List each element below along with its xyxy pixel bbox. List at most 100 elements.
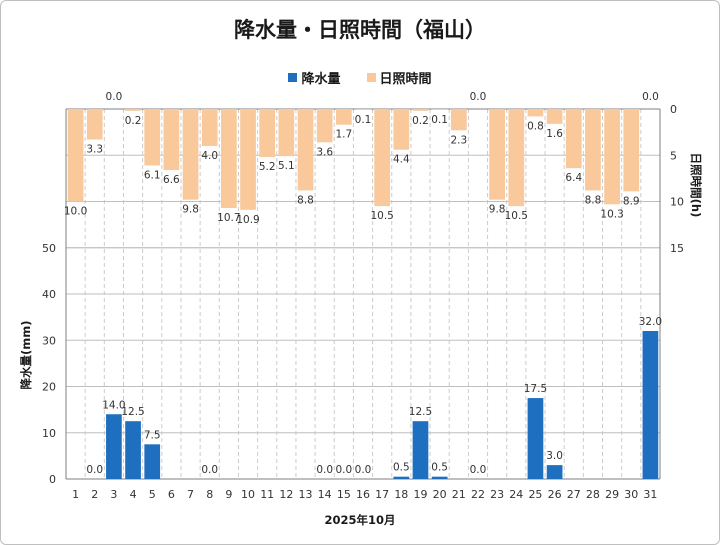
x-tick-label: 20 [433, 488, 447, 501]
sunshine-bar [221, 109, 237, 208]
y-tick-label-precip: 30 [42, 334, 56, 347]
sunshine-data-label: 4.4 [393, 154, 410, 166]
y-tick-label-sunshine: 5 [670, 149, 677, 162]
sunshine-bar [604, 109, 620, 205]
x-tick-label: 27 [567, 488, 581, 501]
sunshine-bar [278, 109, 295, 157]
precip-bar [642, 331, 659, 479]
precip-bar [431, 476, 448, 479]
x-tick-label: 17 [375, 488, 389, 501]
sunshine-data-label: 0.1 [431, 114, 448, 126]
x-tick-label: 4 [130, 488, 137, 501]
x-tick-label: 25 [528, 488, 542, 501]
sunshine-data-label: 0.0 [106, 91, 123, 103]
x-tick-label: 8 [206, 488, 213, 501]
x-tick-label: 22 [471, 488, 485, 501]
x-tick-label: 13 [299, 488, 313, 501]
sunshine-bar [623, 109, 640, 192]
x-tick-label: 15 [337, 488, 351, 501]
legend-swatch-precip [288, 73, 298, 82]
sunshine-bar [355, 109, 371, 110]
precip-data-label: 0.0 [470, 464, 487, 476]
sunshine-bar [335, 109, 352, 125]
sunshine-bar [125, 109, 141, 111]
x-tick-label: 30 [624, 488, 638, 501]
precip-bar [393, 476, 410, 479]
sunshine-bar [144, 109, 161, 166]
precip-data-label: 3.0 [546, 450, 563, 462]
x-tick-label: 7 [187, 488, 194, 501]
precip-bar [527, 398, 544, 479]
sunshine-data-label: 5.2 [259, 161, 276, 173]
precip-bar [412, 421, 429, 479]
x-tick-label: 6 [168, 488, 175, 501]
legend-swatch-sunshine [366, 73, 376, 82]
x-tick-label: 18 [394, 488, 408, 501]
precip-data-label: 0.0 [355, 464, 372, 476]
x-tick-label: 23 [490, 488, 504, 501]
x-tick-label: 24 [509, 488, 523, 501]
precip-data-label: 0.5 [431, 462, 448, 474]
sunshine-data-label: 10.3 [600, 208, 623, 220]
sunshine-data-label: 9.8 [489, 204, 506, 216]
y-tick-label-precip: 20 [42, 381, 56, 394]
legend-item-precip: 降水量 [288, 68, 341, 87]
y-tick-label-sunshine: 0 [670, 103, 677, 116]
precip-data-label: 12.5 [121, 406, 144, 418]
x-tick-label: 16 [356, 488, 370, 501]
sunshine-data-label: 0.2 [412, 115, 429, 127]
sunshine-bar [489, 109, 505, 200]
sunshine-data-label: 10.7 [217, 212, 240, 224]
sunshine-data-label: 0.0 [642, 91, 659, 103]
x-tick-label: 19 [413, 488, 427, 501]
sunshine-data-label: 6.1 [144, 169, 161, 181]
chart-title: 降水量・日照時間（福山） [234, 18, 486, 42]
legend-label-sunshine: 日照時間 [379, 72, 432, 87]
sunshine-bar [259, 109, 276, 158]
sunshine-bar [297, 109, 314, 191]
sunshine-data-label: 1.7 [335, 129, 352, 141]
precip-bar [106, 414, 122, 479]
y-axis-title-precip: 降水量(mm) [19, 321, 33, 390]
precip-bar [546, 465, 563, 479]
precip-data-label: 7.5 [144, 429, 161, 441]
sunshine-bar [201, 109, 218, 146]
precip-data-label: 0.5 [393, 462, 410, 474]
sunshine-data-label: 5.1 [278, 160, 295, 172]
precip-data-label: 0.0 [335, 464, 352, 476]
sunshine-data-label: 4.0 [201, 150, 218, 162]
sunshine-data-label: 0.2 [125, 115, 142, 127]
precip-data-label: 0.0 [86, 464, 103, 476]
x-tick-label: 9 [225, 488, 232, 501]
sunshine-bar [585, 109, 601, 191]
precip-data-label: 32.0 [639, 316, 662, 328]
x-tick-label: 26 [548, 488, 562, 501]
y-tick-label-precip: 0 [49, 473, 56, 486]
y-tick-label-precip: 40 [42, 288, 56, 301]
legend-item-sunshine: 日照時間 [366, 68, 432, 87]
sunshine-data-label: 10.9 [236, 214, 259, 226]
sunshine-data-label: 6.6 [163, 174, 180, 186]
precip-bar [125, 421, 141, 479]
x-tick-label: 3 [110, 488, 117, 501]
sunshine-bar [67, 109, 84, 202]
sunshine-bar [240, 109, 256, 210]
x-tick-label: 11 [260, 488, 274, 501]
precip-data-label: 0.0 [201, 464, 218, 476]
sunshine-data-label: 10.5 [505, 210, 528, 222]
sunshine-data-label: 3.6 [316, 146, 333, 158]
sunshine-bar [450, 109, 467, 131]
sunshine-data-label: 0.8 [527, 120, 544, 132]
sunshine-bar [393, 109, 410, 150]
sunshine-data-label: 1.6 [546, 128, 563, 140]
x-tick-label: 21 [452, 488, 466, 501]
sunshine-bar [182, 109, 199, 200]
sunshine-bar [431, 109, 448, 110]
y-tick-label-precip: 50 [42, 242, 56, 255]
sunshine-data-label: 8.8 [297, 194, 314, 206]
sunshine-data-label: 0.1 [355, 114, 372, 126]
sunshine-bar [316, 109, 333, 143]
legend: 降水量 日照時間 [0, 68, 720, 87]
y-tick-label-precip: 10 [42, 427, 56, 440]
